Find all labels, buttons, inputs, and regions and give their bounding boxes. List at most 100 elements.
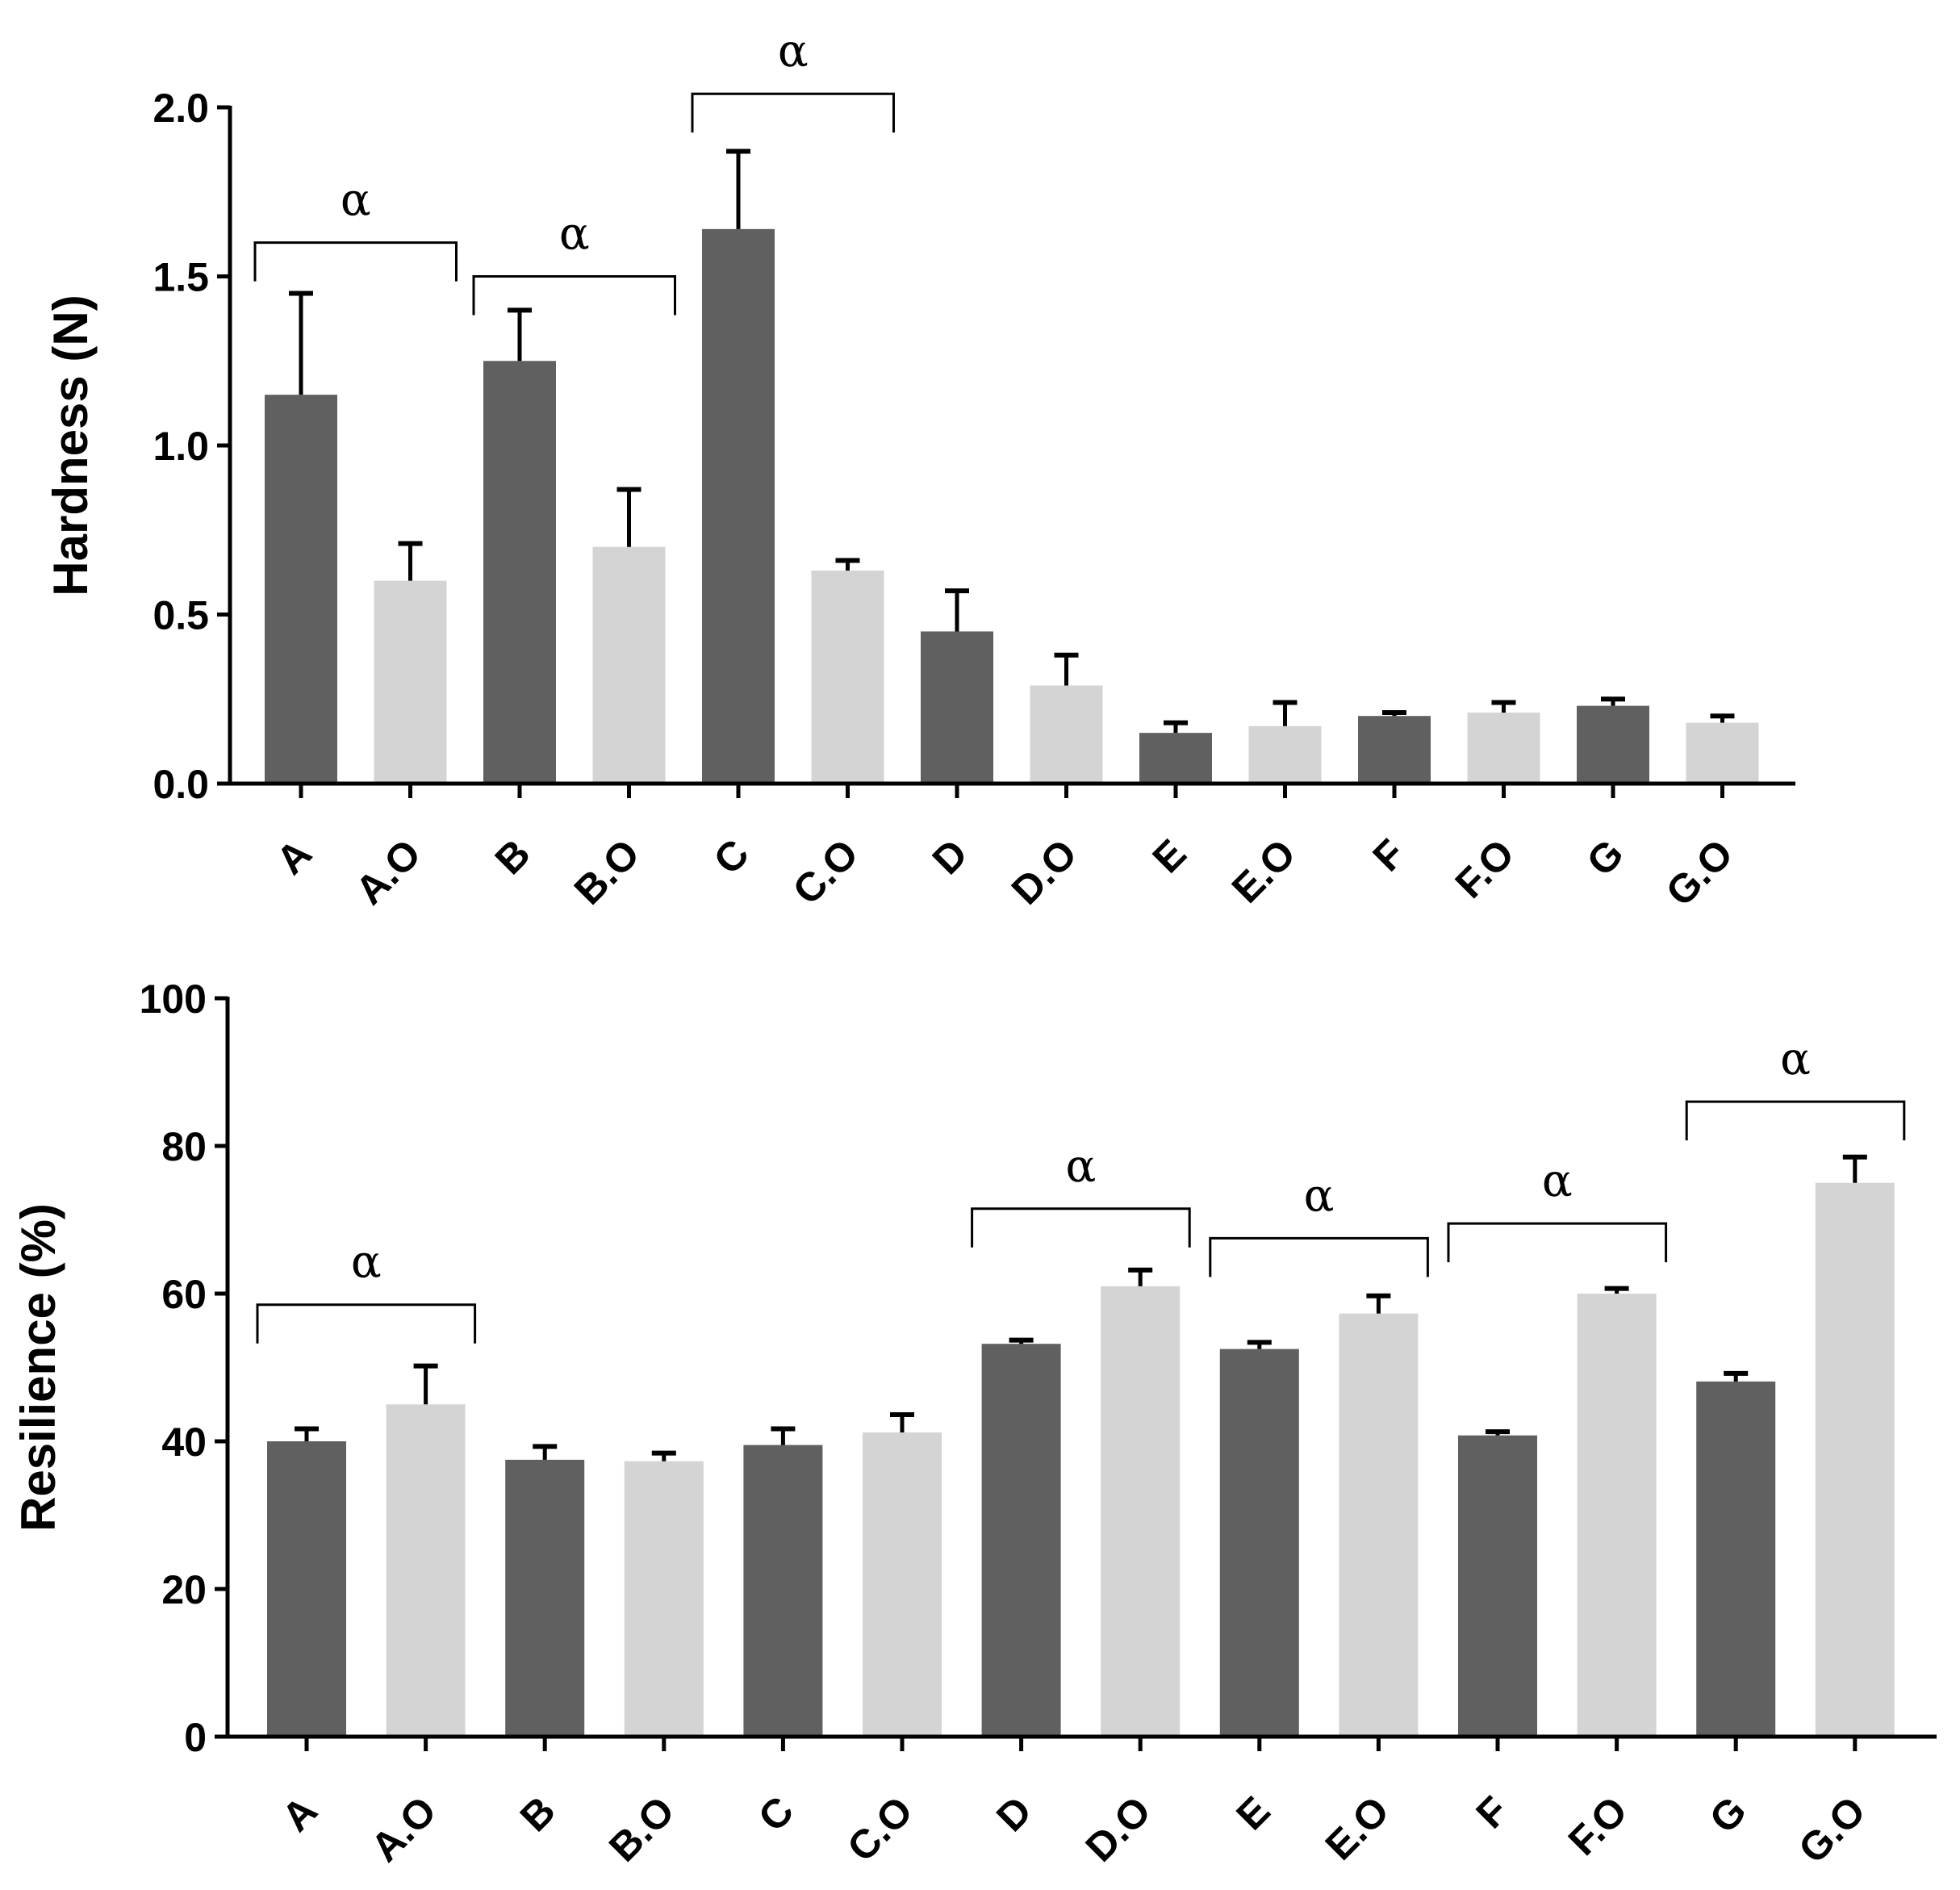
hardness-significance-c: α bbox=[691, 25, 895, 133]
resilience-error-bar-b-o bbox=[651, 1450, 676, 1461]
resilience-bar-b bbox=[505, 1459, 585, 1737]
resilience-x-tick-label-a: A bbox=[274, 1788, 326, 1840]
significance-bracket bbox=[253, 241, 458, 282]
resilience-error-bar-c bbox=[771, 1426, 796, 1445]
resilience-error-bar-b bbox=[533, 1444, 558, 1460]
hardness-bar-d bbox=[921, 631, 993, 784]
hardness-bar-e bbox=[1139, 733, 1212, 784]
resilience-bar-a bbox=[267, 1441, 346, 1737]
hardness-bar-e-o bbox=[1248, 725, 1322, 784]
resilience-y-tick-label: 20 bbox=[161, 1567, 207, 1612]
hardness-error-bar-a-o bbox=[398, 541, 423, 581]
hardness-bar-c bbox=[702, 228, 775, 784]
hardness-y-tick-label: 2.0 bbox=[153, 86, 209, 131]
resilience-bar-d bbox=[981, 1344, 1061, 1737]
resilience-x-tick-label-b-o: B.O bbox=[600, 1788, 683, 1870]
resilience-bar-a-o bbox=[386, 1404, 466, 1737]
hardness-error-bar-d bbox=[945, 588, 969, 632]
hardness-y-tick-label: 1.5 bbox=[153, 255, 209, 300]
significance-label: α bbox=[778, 25, 809, 77]
hardness-error-bar-d-o bbox=[1054, 652, 1079, 686]
hardness-error-bar-e-o bbox=[1273, 700, 1298, 726]
resilience-error-bar-f-o bbox=[1604, 1286, 1629, 1294]
hardness-error-bar-a bbox=[289, 291, 313, 395]
resilience-error-bar-g bbox=[1724, 1370, 1749, 1382]
resilience-bar-e-o bbox=[1339, 1313, 1419, 1737]
hardness-bar-b-o bbox=[592, 546, 666, 784]
significance-bracket bbox=[971, 1207, 1191, 1248]
resilience-significance-e: α bbox=[1209, 1169, 1429, 1277]
hardness-x-tick-label-a-o: A.O bbox=[347, 830, 429, 913]
hardness-error-bar-e bbox=[1164, 720, 1188, 734]
hardness-bar-a bbox=[265, 395, 337, 784]
hardness-y-tick-label: 1.0 bbox=[153, 424, 209, 469]
hardness-x-tick-label-c-o: C.O bbox=[784, 830, 867, 913]
hardness-bar-f-o bbox=[1467, 713, 1540, 784]
resilience-bar-f-o bbox=[1577, 1294, 1657, 1737]
resilience-bar-c-o bbox=[863, 1432, 942, 1737]
resilience-x-tick-label-g-o: G.O bbox=[1790, 1788, 1874, 1871]
hardness-error-bar-b-o bbox=[616, 487, 641, 547]
hardness-bar-g bbox=[1577, 705, 1649, 784]
resilience-y-tick-label: 100 bbox=[140, 976, 207, 1022]
significance-label: α bbox=[1780, 1033, 1811, 1085]
significance-bracket bbox=[691, 92, 895, 133]
hardness-significance-b: α bbox=[472, 208, 676, 316]
resilience-y-tick-label: 60 bbox=[161, 1272, 207, 1317]
significance-label: α bbox=[351, 1236, 382, 1289]
resilience-x-tick-label-b: B bbox=[512, 1788, 564, 1840]
resilience-significance-a: α bbox=[256, 1236, 477, 1344]
resilience-error-bar-e-o bbox=[1366, 1293, 1391, 1314]
significance-bracket bbox=[1447, 1222, 1668, 1263]
resilience-x-tick-label-e: E bbox=[1227, 1788, 1278, 1838]
significance-label: α bbox=[1065, 1140, 1096, 1193]
resilience-bar-b-o bbox=[624, 1461, 704, 1737]
resilience-error-bar-d bbox=[1009, 1337, 1034, 1344]
hardness-error-bar-g bbox=[1601, 696, 1625, 706]
hardness-bar-a-o bbox=[374, 580, 447, 784]
resilience-x-tick-label-c: C bbox=[750, 1788, 802, 1840]
hardness-x-tick-label-f-o: F.O bbox=[1447, 830, 1523, 907]
resilience-x-tick-label-e-o: E.O bbox=[1317, 1788, 1398, 1869]
hardness-y-tick-label: 0.5 bbox=[153, 593, 209, 638]
hardness-x-tick-label-d-o: D.O bbox=[1003, 830, 1085, 913]
hardness-error-bar-c bbox=[726, 148, 750, 229]
significance-label: α bbox=[1542, 1155, 1573, 1207]
resilience-significance-f: α bbox=[1447, 1155, 1668, 1263]
resilience-x-tick-label-a-o: A.O bbox=[362, 1788, 445, 1870]
resilience-chart: 0 20 40 60 80 100 A A.O B B.O C C.O D D.O E E.O F F.O G G.O… bbox=[11, 976, 1937, 1872]
hardness-error-bar-c-o bbox=[835, 558, 860, 571]
resilience-error-bar-g-o bbox=[1842, 1154, 1867, 1183]
hardness-x-tick-label-e: E bbox=[1144, 830, 1195, 881]
resilience-bar-e bbox=[1219, 1349, 1299, 1737]
significance-bracket bbox=[472, 275, 676, 316]
resilience-significance-d: α bbox=[971, 1140, 1191, 1248]
resilience-x-tick-label-d: D bbox=[988, 1788, 1040, 1840]
resilience-x-tick-label-c-o: C.O bbox=[838, 1788, 921, 1870]
resilience-bar-d-o bbox=[1101, 1286, 1181, 1737]
resilience-significance-g: α bbox=[1685, 1033, 1906, 1141]
hardness-x-tick-label-f: F bbox=[1364, 830, 1414, 880]
resilience-y-tick-label: 40 bbox=[161, 1420, 207, 1465]
resilience-y-axis-title: Resilience (%) bbox=[11, 1203, 65, 1532]
hardness-x-tick-label-a: A bbox=[268, 830, 320, 883]
resilience-bar-g bbox=[1696, 1381, 1776, 1737]
hardness-y-axis-title: Hardness (N) bbox=[44, 295, 98, 596]
resilience-x-tick-label-f: F bbox=[1468, 1788, 1517, 1837]
hardness-x-tick-label-c: C bbox=[705, 830, 758, 883]
hardness-error-bar-f-o bbox=[1491, 700, 1516, 713]
hardness-error-bar-f bbox=[1382, 710, 1406, 717]
hardness-significance-a: α bbox=[253, 174, 458, 282]
hardness-y-tick-label: 0.0 bbox=[153, 762, 209, 807]
resilience-error-bar-a bbox=[295, 1426, 319, 1441]
significance-label: α bbox=[559, 208, 590, 261]
hardness-bar-f bbox=[1358, 716, 1431, 784]
resilience-x-tick-label-g: G bbox=[1701, 1788, 1755, 1842]
resilience-y-tick-label: 0 bbox=[184, 1715, 207, 1760]
significance-label: α bbox=[341, 174, 371, 227]
hardness-chart: 0.0 0.5 1.0 1.5 2.0 A A.O B B.O C C.O D D.O E E.O F F.O G… bbox=[44, 25, 1795, 915]
hardness-x-tick-label-d: D bbox=[924, 830, 976, 883]
significance-label: α bbox=[1304, 1169, 1335, 1222]
